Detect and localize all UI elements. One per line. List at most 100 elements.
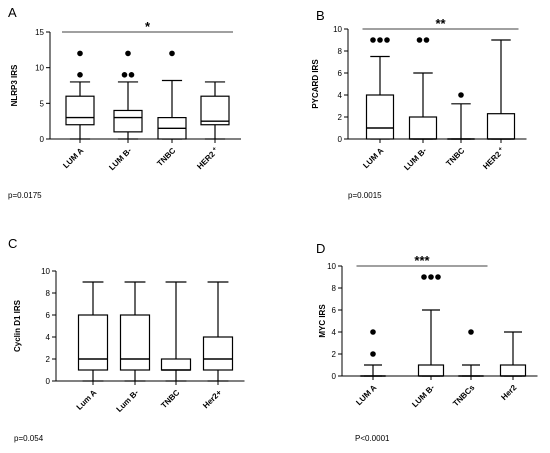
outlier-point [370, 37, 376, 43]
y-tick-label: 2 [338, 113, 343, 122]
y-tick-label: 0 [40, 135, 45, 144]
y-tick-label: 4 [332, 328, 337, 337]
chart-panel-a: A 0 5 10 15 NLRP3 IRS LUM A LUM B- TNBC HER2 + * p=… [8, 5, 241, 200]
category-label: LUM B- [402, 146, 428, 172]
box-3 [446, 92, 476, 140]
box-3 [160, 281, 192, 382]
panel-letter: C [8, 236, 17, 251]
iqr-box [486, 113, 516, 140]
y-axis-label: NLRP3 IRS [10, 64, 19, 106]
chart-panel-c: C 0 2 4 6 8 10 Cyclin D1 IRS Lum A Lum B- TNBC Her2… [8, 236, 245, 443]
p-value-label: p=0.0175 [8, 191, 42, 200]
y-tick-label: 4 [46, 333, 51, 342]
y-tick-label: 10 [41, 267, 50, 276]
y-tick-label: 6 [332, 306, 337, 315]
outlier-point [370, 329, 376, 335]
box-4 [200, 81, 230, 140]
outlier-point [77, 72, 83, 78]
chart-panel-d: D 0 2 4 6 8 10 MYC IRS LUM A LUM B- TNBCs Her2 *** P<… [316, 241, 538, 443]
category-label: Her2 [499, 383, 518, 402]
outlier-point [121, 72, 128, 78]
y-tick-label: 10 [333, 25, 342, 34]
box-3 [457, 329, 485, 377]
p-value-label: P<0.0001 [355, 434, 390, 443]
category-label: Lum B- [115, 388, 141, 414]
box-1 [365, 37, 395, 140]
y-tick-label: 5 [40, 99, 45, 108]
outlier-point [435, 274, 441, 280]
y-axis-label: PYCARD IRS [311, 59, 320, 109]
panel-letter: D [316, 241, 325, 256]
y-tick-label: 0 [338, 135, 343, 144]
category-label: Lum A [75, 388, 99, 412]
y-tick-label: 8 [338, 47, 343, 56]
y-tick-label: 0 [332, 372, 337, 381]
y-tick-label: 10 [327, 262, 336, 271]
box-1 [359, 329, 387, 377]
box-4 [499, 331, 527, 377]
box-2 [119, 281, 151, 382]
outlier-point [428, 274, 434, 280]
outlier-point [125, 50, 131, 57]
category-label: LUM B- [410, 383, 436, 409]
panel-letter: A [8, 5, 17, 20]
box-1 [77, 281, 109, 382]
box-2 [408, 37, 438, 140]
iqr-box [365, 94, 395, 140]
significance-label: * [145, 19, 151, 34]
outlier-point [128, 72, 135, 78]
iqr-box [417, 364, 445, 377]
outlier-point [416, 37, 423, 43]
p-value-label: p=0.054 [14, 434, 44, 443]
box-2 [113, 50, 143, 140]
category-label: HER2 + [195, 146, 220, 171]
chart-panel-b: B 0 2 4 6 8 10 PYCARD IRS LUM A LUM B- TNBC HER2 + *… [311, 8, 527, 200]
y-tick-label: 6 [46, 311, 51, 320]
iqr-box [200, 95, 230, 126]
category-label: TNBC [159, 388, 181, 410]
y-tick-label: 10 [35, 64, 44, 73]
y-tick-label: 6 [338, 69, 343, 78]
box-2 [417, 274, 445, 377]
iqr-box [202, 336, 234, 371]
category-label: LUM A [61, 146, 85, 170]
outlier-point [421, 274, 427, 280]
y-tick-label: 8 [332, 284, 337, 293]
panel-letter: B [316, 8, 325, 23]
category-label: TNBCs [451, 383, 477, 409]
category-label: TNBC [444, 146, 466, 168]
iqr-box [65, 95, 95, 126]
iqr-box [77, 314, 109, 371]
significance-label: ** [435, 16, 446, 31]
box-4 [202, 281, 234, 382]
outlier-point [77, 50, 83, 57]
y-tick-label: 2 [46, 355, 51, 364]
category-label: LUM A [354, 383, 378, 407]
outlier-point [458, 92, 464, 98]
y-tick-label: 2 [332, 350, 337, 359]
iqr-box [160, 358, 192, 371]
iqr-box [499, 364, 527, 377]
p-value-label: p=0.0015 [348, 191, 382, 200]
y-tick-label: 4 [338, 91, 343, 100]
category-label: LUM B- [107, 146, 133, 172]
outlier-point [377, 37, 383, 43]
y-axis-label: MYC IRS [318, 304, 327, 338]
category-label: HER2 + [481, 146, 506, 171]
significance-label: *** [414, 253, 430, 268]
y-axis-label: Cyclin D1 IRS [13, 299, 22, 352]
category-label: TNBC [155, 146, 177, 168]
iqr-box [113, 109, 143, 133]
outlier-point [169, 50, 175, 57]
iqr-box [408, 116, 438, 140]
outlier-point [370, 351, 376, 357]
y-tick-label: 0 [46, 377, 51, 386]
outlier-point [468, 329, 474, 335]
y-tick-label: 15 [35, 28, 44, 37]
y-tick-label: 8 [46, 289, 51, 298]
outlier-point [384, 37, 390, 43]
box-4 [486, 39, 516, 140]
iqr-box [119, 314, 151, 371]
category-label: LUM A [361, 146, 385, 170]
